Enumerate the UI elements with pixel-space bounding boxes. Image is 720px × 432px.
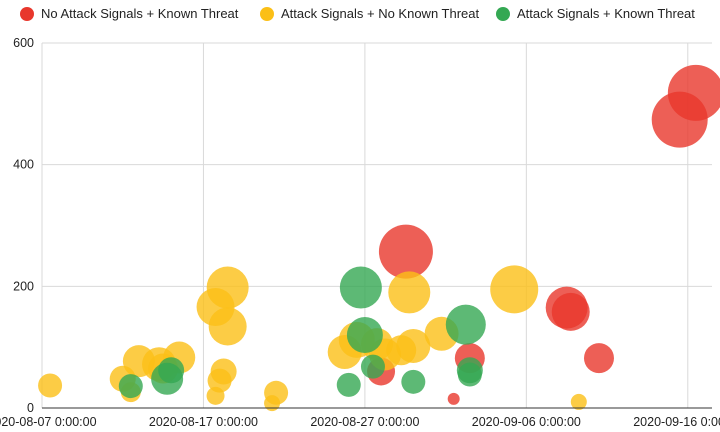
- bubble: [583, 343, 614, 374]
- legend-item-attack-known-threat[interactable]: Attack Signals + Known Threat: [496, 6, 695, 21]
- tick-labels: 0 200 400 600 2020-08-07 0:00:00 2020-08-17 0…: [0, 36, 720, 429]
- bubble: [447, 392, 460, 405]
- bubble: [490, 265, 539, 314]
- legend-label: Attack Signals + No Known Threat: [281, 6, 480, 21]
- y-tick-label: 400: [13, 158, 34, 172]
- bubble: [401, 369, 426, 394]
- bubble: [457, 362, 482, 387]
- bubble: [388, 271, 431, 314]
- bubble: [38, 373, 63, 398]
- legend-label: Attack Signals + Known Threat: [517, 6, 695, 21]
- legend-marker-green: [496, 6, 510, 21]
- legend: No Attack Signals + Known Threat Attack …: [0, 0, 720, 32]
- bubble: [207, 368, 232, 393]
- bubble: [445, 304, 486, 345]
- bubble: [396, 328, 431, 363]
- x-tick-label: 2020-08-27 0:00:00: [310, 415, 419, 429]
- bubble: [346, 317, 383, 353]
- bubble: [667, 64, 720, 121]
- x-tick-label: 2020-08-07 0:00:00: [0, 415, 97, 429]
- y-tick-label: 0: [27, 401, 34, 415]
- bubble: [570, 393, 587, 410]
- x-tick-label: 2020-09-16 0:00:00: [633, 415, 720, 429]
- bubble: [339, 266, 382, 309]
- legend-item-attack-no-known-threat[interactable]: Attack Signals + No Known Threat: [260, 6, 479, 21]
- bubbles: [38, 64, 720, 412]
- x-tick-label: 2020-09-06 0:00:00: [472, 415, 581, 429]
- bubble: [264, 395, 281, 412]
- legend-marker-red: [20, 6, 34, 21]
- gridlines: [41, 42, 712, 408]
- legend-item-no-attack-known-threat[interactable]: No Attack Signals + Known Threat: [20, 6, 238, 21]
- bubble: [206, 386, 225, 405]
- legend-label: No Attack Signals + Known Threat: [41, 6, 239, 21]
- bubble: [336, 372, 361, 397]
- bubble: [118, 374, 143, 399]
- bubble: [551, 292, 590, 331]
- bubble: [206, 266, 249, 309]
- bubble: [378, 224, 433, 279]
- legend-marker-yellow: [260, 6, 274, 21]
- y-tick-label: 600: [13, 36, 34, 50]
- y-tick-label: 200: [13, 279, 34, 293]
- bubble: [208, 307, 247, 346]
- bubble: [360, 354, 385, 379]
- x-tick-label: 2020-08-17 0:00:00: [149, 415, 258, 429]
- series-3: [118, 266, 486, 399]
- bubble: [158, 357, 185, 384]
